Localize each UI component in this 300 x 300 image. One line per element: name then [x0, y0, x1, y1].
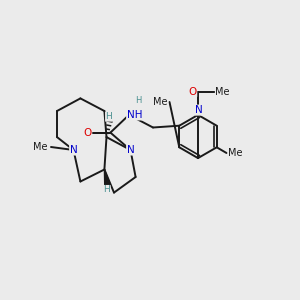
Text: Me: Me: [153, 97, 168, 107]
Polygon shape: [104, 169, 110, 186]
Text: Me: Me: [215, 86, 230, 97]
Text: N: N: [70, 145, 77, 155]
Text: H: H: [106, 112, 112, 121]
Text: N: N: [127, 145, 134, 155]
Text: Me: Me: [228, 148, 243, 158]
Text: O: O: [83, 128, 92, 138]
Text: O: O: [188, 86, 197, 97]
Text: H: H: [103, 185, 110, 194]
Text: NH: NH: [127, 110, 142, 120]
Text: H: H: [135, 96, 142, 105]
Text: N: N: [195, 105, 203, 115]
Text: Me: Me: [33, 142, 48, 152]
